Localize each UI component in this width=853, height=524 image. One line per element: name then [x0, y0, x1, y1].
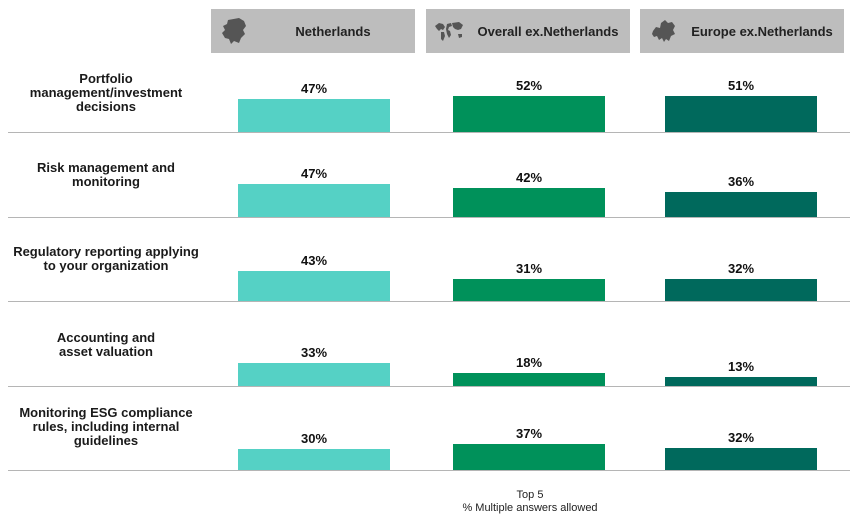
header-netherlands: Netherlands — [211, 9, 415, 53]
bar — [665, 448, 817, 470]
header-overall-ex-netherlands: Overall ex. Netherlands — [426, 9, 630, 53]
header-europe-ex-netherlands: Europe ex. Netherlands — [640, 9, 844, 53]
data-label: 13% — [727, 359, 755, 374]
bar — [665, 96, 817, 132]
row-separator — [8, 470, 850, 471]
row-separator — [8, 301, 850, 302]
bar — [238, 271, 390, 301]
category-label-line: to your organization — [43, 258, 169, 273]
bar — [453, 444, 605, 470]
bar — [665, 192, 817, 217]
category-label-line: Monitoring ESG compliance — [19, 405, 193, 420]
series-header-label: Overall ex. Netherlands — [470, 9, 626, 53]
data-label: 47% — [300, 166, 328, 181]
data-label: 42% — [515, 170, 543, 185]
data-label: 32% — [727, 430, 755, 445]
category-label: Monitoring ESG compliance rules, includi… — [8, 406, 204, 448]
category-label-line: guidelines — [73, 433, 139, 448]
category-label-line: Risk management and — [37, 160, 175, 175]
bar — [665, 377, 817, 386]
data-label: 37% — [515, 426, 543, 441]
category-label-line: Regulatory reporting applying — [13, 244, 199, 259]
category-label: Accounting and asset valuation — [8, 331, 204, 359]
data-label: 30% — [300, 431, 328, 446]
series-header-label: Europe ex. Netherlands — [684, 9, 840, 53]
netherlands-map-icon — [219, 17, 249, 45]
bar — [238, 184, 390, 217]
bar — [453, 279, 605, 301]
category-label: Risk management and monitoring — [8, 161, 204, 189]
category-label-line: asset valuation — [59, 344, 153, 359]
row-separator — [8, 132, 850, 133]
data-label: 18% — [515, 355, 543, 370]
footnote-line: Top 5 — [516, 489, 544, 501]
bar — [238, 99, 390, 132]
category-label-line: rules, including internal — [32, 419, 180, 434]
category-label-line: monitoring — [72, 174, 140, 189]
category-label-line: decisions — [76, 99, 136, 114]
series-header-line: Netherlands — [543, 23, 619, 39]
data-label: 36% — [727, 174, 755, 189]
category-label-line: management/investment — [29, 85, 183, 100]
category-label: Regulatory reporting applying to your or… — [8, 245, 204, 273]
chart-footnote: Top 5 % Multiple answers allowed — [380, 489, 680, 515]
category-label: Portfolio management/investment decision… — [8, 72, 204, 114]
series-header-line: Netherlands — [295, 23, 371, 39]
row-separator — [8, 386, 850, 387]
series-header-line: Overall ex. — [477, 23, 544, 39]
bar — [238, 363, 390, 386]
data-label: 33% — [300, 345, 328, 360]
series-header-line: Netherlands — [757, 23, 833, 39]
data-label: 43% — [300, 253, 328, 268]
bar — [453, 188, 605, 217]
data-label: 52% — [515, 78, 543, 93]
bar — [453, 373, 605, 386]
series-header-label: Netherlands — [255, 9, 411, 53]
category-label-line: Portfolio — [79, 71, 133, 86]
data-label: 51% — [727, 78, 755, 93]
bar — [665, 279, 817, 301]
series-header-line: Europe ex. — [691, 23, 758, 39]
data-label: 31% — [515, 261, 543, 276]
world-map-icon — [434, 17, 464, 45]
data-label: 32% — [727, 261, 755, 276]
footnote-line: % Multiple answers allowed — [462, 502, 598, 514]
row-separator — [8, 217, 850, 218]
bar — [238, 449, 390, 470]
europe-map-icon — [648, 17, 678, 45]
data-label: 47% — [300, 81, 328, 96]
bar — [453, 96, 605, 132]
category-label-line: Accounting and — [56, 330, 156, 345]
